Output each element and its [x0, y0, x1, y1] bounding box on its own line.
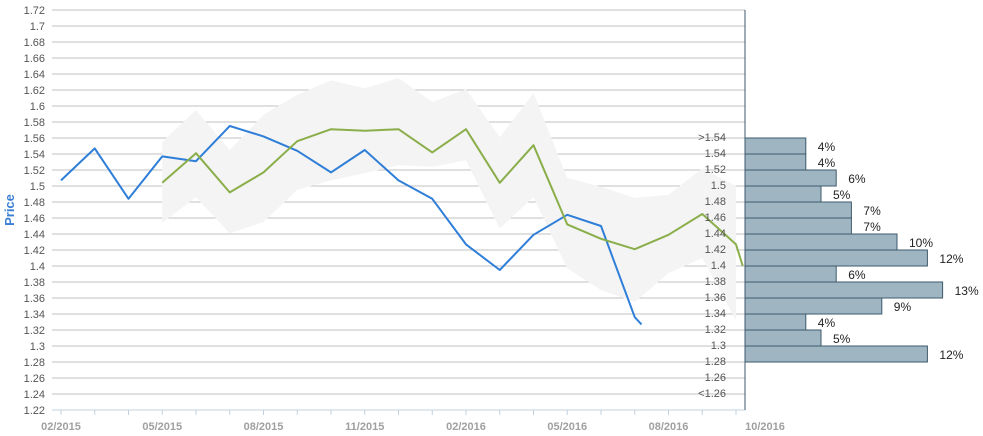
axes: 1.22 1.24 1.26 1.28 1.3 1.32 1.34 1.36 1.38 1.4 1.…	[24, 5, 785, 433]
histogram-bin-label: 1.54	[705, 148, 726, 160]
y-tick-label: 1.38	[24, 277, 45, 289]
x-tick-label: 10/2016	[745, 421, 785, 433]
histogram-bin-label: 1.46	[705, 212, 726, 224]
histogram-bin-label: 1.38	[705, 276, 726, 288]
x-tick-label: 08/2016	[649, 421, 689, 433]
histogram-value-label: 5%	[833, 188, 851, 202]
histogram-bar	[744, 201, 852, 219]
histogram-bar	[744, 313, 807, 331]
histogram-value-label: 6%	[848, 172, 866, 186]
y-tick-label: 1.4	[30, 261, 45, 273]
histogram-bar	[744, 329, 822, 347]
y-tick-label: 1.62	[24, 85, 45, 97]
histogram-bar	[744, 137, 807, 155]
histogram-bin-label: 1.48	[705, 196, 726, 208]
histogram-bin-label: 1.3	[711, 340, 726, 352]
y-tick-label: 1.64	[24, 69, 45, 81]
histogram-bin-label: 1.52	[705, 164, 726, 176]
forecast-range-band	[162, 78, 736, 321]
histogram-bar	[744, 345, 928, 363]
y-tick-label: 1.52	[24, 165, 45, 177]
histogram-bar	[744, 249, 928, 267]
histogram-bar	[744, 153, 807, 171]
histogram-value-label: 12%	[939, 252, 963, 266]
y-axis-title: Price	[2, 194, 17, 226]
x-tick-label: 08/2015	[244, 421, 284, 433]
histogram-bin-label: 1.26	[705, 372, 726, 384]
histogram-bin-label: 1.36	[705, 292, 726, 304]
y-tick-label: 1.32	[24, 325, 45, 337]
histogram-bin-label: 1.42	[705, 244, 726, 256]
histogram-bar	[744, 185, 822, 203]
y-tick-label: 1.46	[24, 213, 45, 225]
y-tick-label: 1.3	[30, 341, 45, 353]
histogram-bar	[744, 233, 898, 251]
y-tick-label: 1.56	[24, 133, 45, 145]
histogram-bar	[744, 265, 837, 283]
confidence-band	[162, 78, 736, 321]
forecast-price-line	[161, 128, 744, 267]
histogram-bar	[744, 217, 852, 235]
histogram-value-label: 4%	[818, 140, 836, 154]
y-tick-label: 1.54	[24, 149, 45, 161]
y-tick-label: 1.44	[24, 229, 45, 241]
histogram-bin-label: 1.5	[711, 180, 726, 192]
histogram-value-label: 4%	[818, 156, 836, 170]
histogram-value-label: 7%	[863, 220, 881, 234]
y-tick-label: 1.28	[24, 357, 45, 369]
histogram-value-label: 9%	[894, 300, 912, 314]
histogram-bin-label: >1.54	[698, 132, 726, 144]
y-tick-label: 1.66	[24, 53, 45, 65]
y-tick-label: 1.6	[30, 101, 45, 113]
histogram-value-label: 6%	[848, 268, 866, 282]
histogram-bar	[744, 297, 883, 315]
x-tick-label: 02/2016	[446, 421, 486, 433]
x-tick-label: 05/2016	[547, 421, 587, 433]
y-tick-label: 1.5	[30, 181, 45, 193]
actual-price-line	[60, 125, 643, 326]
y-tick-label: 1.42	[24, 245, 45, 257]
series-lines	[60, 125, 744, 326]
histogram-bar	[744, 281, 944, 299]
histogram-value-label: 13%	[955, 284, 979, 298]
y-tick-label: 1.34	[24, 309, 45, 321]
histogram-bin-label: 1.32	[705, 324, 726, 336]
histogram: 4% 4% 6% 5% 7% 7% 10% 12% 6% 13% 9% 4% 5% 12% >1.54 1.5…	[698, 132, 979, 400]
y-tick-label: 1.22	[24, 405, 45, 417]
x-tick-label: 11/2015	[345, 421, 384, 433]
y-tick-label: 1.68	[24, 37, 45, 49]
x-tick-label: 02/2015	[41, 421, 81, 433]
y-tick-label: 1.36	[24, 293, 45, 305]
histogram-bin-label: 1.4	[711, 260, 726, 272]
y-tick-label: 1.26	[24, 373, 45, 385]
y-tick-label: 1.72	[24, 5, 45, 17]
histogram-value-label: 7%	[863, 204, 881, 218]
y-tick-label: 1.7	[30, 21, 45, 33]
y-tick-label: 1.58	[24, 117, 45, 129]
y-tick-label: 1.24	[24, 389, 45, 401]
histogram-bin-label: 1.28	[705, 356, 726, 368]
histogram-value-label: 12%	[939, 348, 963, 362]
y-tick-label: 1.48	[24, 197, 45, 209]
histogram-bar	[744, 169, 837, 187]
histogram-bin-label: 1.44	[705, 228, 726, 240]
histogram-bin-label: <1.26	[698, 388, 726, 400]
x-tick-label: 05/2015	[142, 421, 182, 433]
histogram-bin-label: 1.34	[705, 308, 726, 320]
histogram-value-label: 10%	[909, 236, 933, 250]
histogram-value-label: 4%	[818, 316, 836, 330]
histogram-value-label: 5%	[833, 332, 851, 346]
